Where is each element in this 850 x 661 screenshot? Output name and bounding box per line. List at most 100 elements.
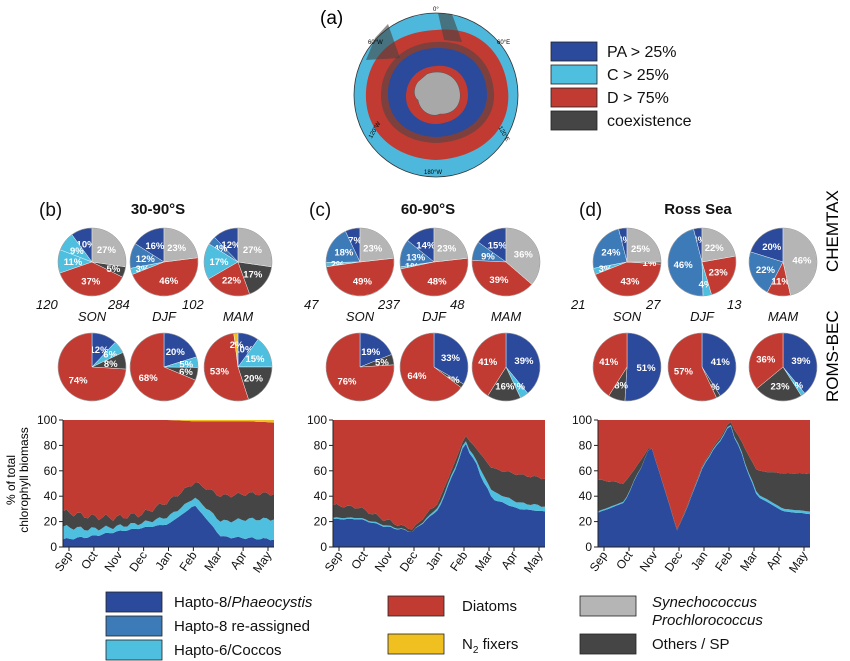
legend-swatch-diatoms — [387, 595, 445, 617]
pie-slice-label: 48% — [428, 276, 448, 287]
pie-slice-label: 41% — [478, 357, 498, 368]
pie-slice-label: 37% — [81, 277, 101, 288]
panel-a-label: (a) — [320, 8, 343, 29]
pie-slice-label: 46% — [674, 260, 694, 271]
x-tick-label: Nov — [101, 549, 125, 575]
panel-title: 30-90°S — [131, 201, 185, 218]
pie-slice-label: 2% — [331, 259, 345, 270]
season-label: DJF — [152, 309, 177, 324]
pie-slice-label: 22% — [756, 265, 776, 276]
pie-slice-label: 7% — [348, 236, 362, 247]
x-tick-label: Mar — [472, 549, 495, 574]
pie-slice-label: 64% — [407, 371, 427, 382]
legend-label-others: Others / SP — [652, 636, 730, 653]
pie-slice-label: 36% — [756, 354, 776, 365]
area-series-phaeocystis — [63, 505, 274, 547]
pie-outline — [129, 332, 199, 402]
pie-slice-label: 46% — [792, 255, 812, 266]
pie-outline — [399, 227, 469, 297]
x-tick-label: Mar — [737, 549, 760, 574]
pie-slice-label: 16% — [145, 241, 165, 252]
map-legend-label: D > 75% — [607, 90, 669, 107]
area-series-coccos — [63, 497, 274, 541]
pie-slice-label: 22% — [705, 243, 725, 254]
pie-slice-label: 36% — [514, 250, 534, 261]
pie-slice-label: 41% — [599, 357, 619, 368]
pie-slice-label: 17% — [243, 270, 263, 281]
x-tick-label: May — [786, 549, 810, 576]
legend-swatch-coccos — [105, 639, 163, 661]
y-tick-label: 60 — [579, 464, 593, 478]
y-tick-label: 60 — [44, 464, 58, 478]
pie-outline — [471, 227, 541, 297]
pie-slice-label: 8% — [614, 381, 628, 392]
area-series-phaeocystis — [333, 444, 545, 547]
pie-slice-label: 2% — [706, 382, 720, 393]
pie-slice-label: 27% — [97, 245, 117, 256]
bottom-legend: Hapto-8/Phaeocystis Hapto-8 re-assigned Ha… — [105, 591, 763, 661]
pie-panel: (b) 30-90°S10%9%11%37%5%27%12%6%8%74%120S… — [36, 200, 273, 402]
pie-slice-label: 23% — [771, 381, 791, 392]
pie-outline — [667, 227, 737, 297]
pie-slice-label: 4% — [692, 235, 706, 246]
polar-map: 0° 60°W 60°E 120°W 120°E 180°W — [353, 7, 519, 178]
pie-slice-label: 4% — [699, 280, 713, 291]
pie-slice-label: 6% — [103, 349, 117, 360]
pie-slice-label: 24% — [601, 247, 621, 258]
y-tick-label: 20 — [579, 515, 593, 529]
x-tick-label: Apr — [763, 549, 785, 572]
season-label: MAM — [223, 309, 254, 324]
pie-outline — [129, 227, 199, 297]
pie-slice-label: 33% — [441, 353, 461, 364]
pie-slice-label: 23% — [437, 243, 457, 254]
pie-slice-label: 8% — [104, 359, 118, 370]
pie-slice-label: 68% — [139, 373, 159, 384]
x-tick-label: Jan — [423, 549, 446, 573]
sample-count: 284 — [107, 297, 130, 312]
pie-outline — [203, 332, 273, 402]
map-legend-swatch — [550, 110, 598, 131]
pie-slice-label: 22% — [222, 275, 242, 286]
x-tick-label: Mar — [201, 549, 224, 574]
pie-slice-label: 23% — [363, 243, 383, 254]
pie-slice-label: 17% — [209, 257, 229, 268]
legend-swatch-phaeocystis — [105, 591, 163, 613]
y-tick-label: 0 — [50, 540, 57, 554]
area-series-diatoms — [598, 420, 810, 530]
pie-slice-label: 27% — [243, 245, 263, 256]
x-tick-label: Oct — [348, 548, 371, 572]
season-label: DJF — [422, 309, 447, 324]
sample-count: 48 — [450, 297, 465, 312]
pie-slice-label: 5% — [107, 264, 121, 275]
y-tick-label: 60 — [314, 464, 328, 478]
x-tick-label: Apr — [498, 549, 520, 572]
pie-slice-label: 3% — [136, 264, 150, 275]
row-label-roms-bec: ROMS-BEC — [823, 310, 842, 402]
pie-slice-label: 13% — [406, 252, 426, 263]
pie-outline — [592, 332, 662, 402]
panel-title: 60-90°S — [401, 201, 455, 218]
pie-slice-label: 16% — [495, 382, 515, 393]
pie-outline — [57, 227, 127, 297]
pie-slice-label: 12% — [221, 240, 241, 251]
area-series-others — [333, 435, 545, 532]
pie-slice-label: 11% — [64, 257, 83, 268]
map-legend-label: coexistence — [607, 113, 692, 130]
pie-panel: (d) Ross Sea4%24%3%43%1%25%51%8%41%21SON4… — [570, 200, 818, 402]
pie-slice-label: 46% — [159, 276, 179, 287]
sample-count: 21 — [570, 297, 585, 312]
area-series-others — [63, 482, 274, 531]
y-axis-label-line-1: % of total — [4, 455, 18, 505]
y-tick-label: 40 — [579, 489, 593, 503]
pie-slice-label: 39% — [489, 275, 509, 286]
map-label-0: 0° — [433, 7, 439, 13]
legend-swatch-hapto8_reassigned — [105, 615, 163, 637]
area-series-phaeocystis — [598, 426, 810, 547]
pie-outline — [57, 332, 127, 402]
pie-slice-label: 39% — [791, 356, 811, 367]
map-label-60e: 60°E — [497, 40, 510, 46]
pie-slice-label: 39% — [514, 356, 534, 367]
season-label: DJF — [690, 309, 715, 324]
